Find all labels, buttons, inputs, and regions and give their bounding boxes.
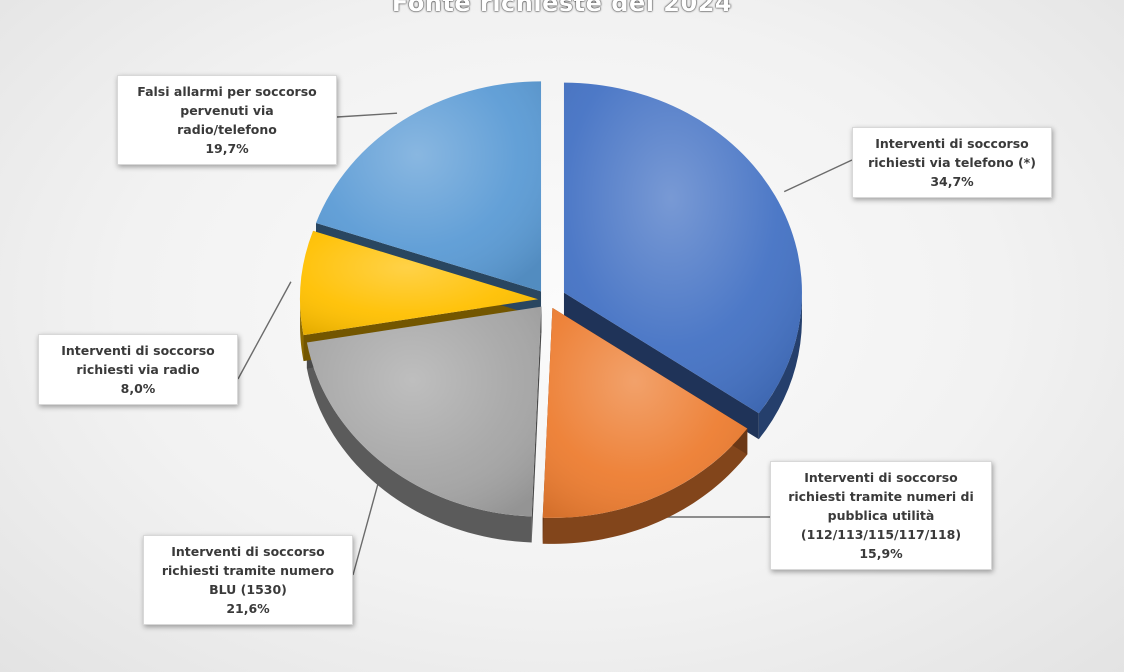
callout-line: richiesti tramite numeri di [788,489,974,504]
callout-line: Falsi allarmi per soccorso [137,84,317,99]
leader-line-radio [237,281,292,380]
callout-value: 19,7% [205,141,249,156]
slice-sheen-falsi-allarmi [316,81,542,292]
callout-line: richiesti via telefono (*) [868,155,1036,170]
leader-line-numero-blu [352,483,379,576]
slice-sheen-radio [300,230,539,336]
slice-side-telefono [758,295,802,440]
leader-line-falsi-allarmi [336,112,398,118]
callout-line: pervenuti via [180,103,274,118]
callout-telefono: Interventi di soccorso richiesti via tel… [852,127,1052,198]
callout-value: 15,9% [859,546,903,561]
callout-line: richiesti via radio [76,362,200,377]
leader-lines [237,112,853,576]
slice-sheen-numero-blu [306,306,542,517]
callout-numero-blu: Interventi di soccorso richiesti tramite… [143,535,353,625]
callout-line: radio/telefono [177,122,277,137]
callout-line: Interventi di soccorso [61,343,215,358]
callout-line: Interventi di soccorso [875,136,1029,151]
callout-line: Interventi di soccorso [171,544,325,559]
callout-falsi-allarmi: Falsi allarmi per soccorso pervenuti via… [117,75,337,165]
callout-line: (112/113/115/117/118) [800,527,962,542]
slice-edge-telefono-1 [563,292,759,440]
callout-value: 21,6% [226,601,270,616]
callout-line: pubblica utilità [827,508,935,523]
callout-line: Interventi di soccorso [804,470,958,485]
slice-sheen-pubblica-utilita [542,307,748,518]
callout-value: 8,0% [120,381,156,396]
slice-sheen-telefono [563,82,802,414]
callout-pubblica-utilita: Interventi di soccorso richiesti tramite… [770,461,992,570]
slice-side-numero-blu [306,342,532,543]
pie-tops [300,81,802,518]
callout-line: richiesti tramite numero [161,563,335,578]
callout-value: 34,7% [930,174,974,189]
leader-line-telefono [783,159,853,193]
chart-title: Fonte richieste del 2024 [391,0,733,17]
slice-edge-numero-blu-0 [531,306,542,543]
callout-line: BLU (1530) [209,582,287,597]
slice-side-radio [300,295,304,362]
callout-radio: Interventi di soccorso richiesti via rad… [38,334,238,405]
slice-side-pubblica-utilita [542,428,748,544]
